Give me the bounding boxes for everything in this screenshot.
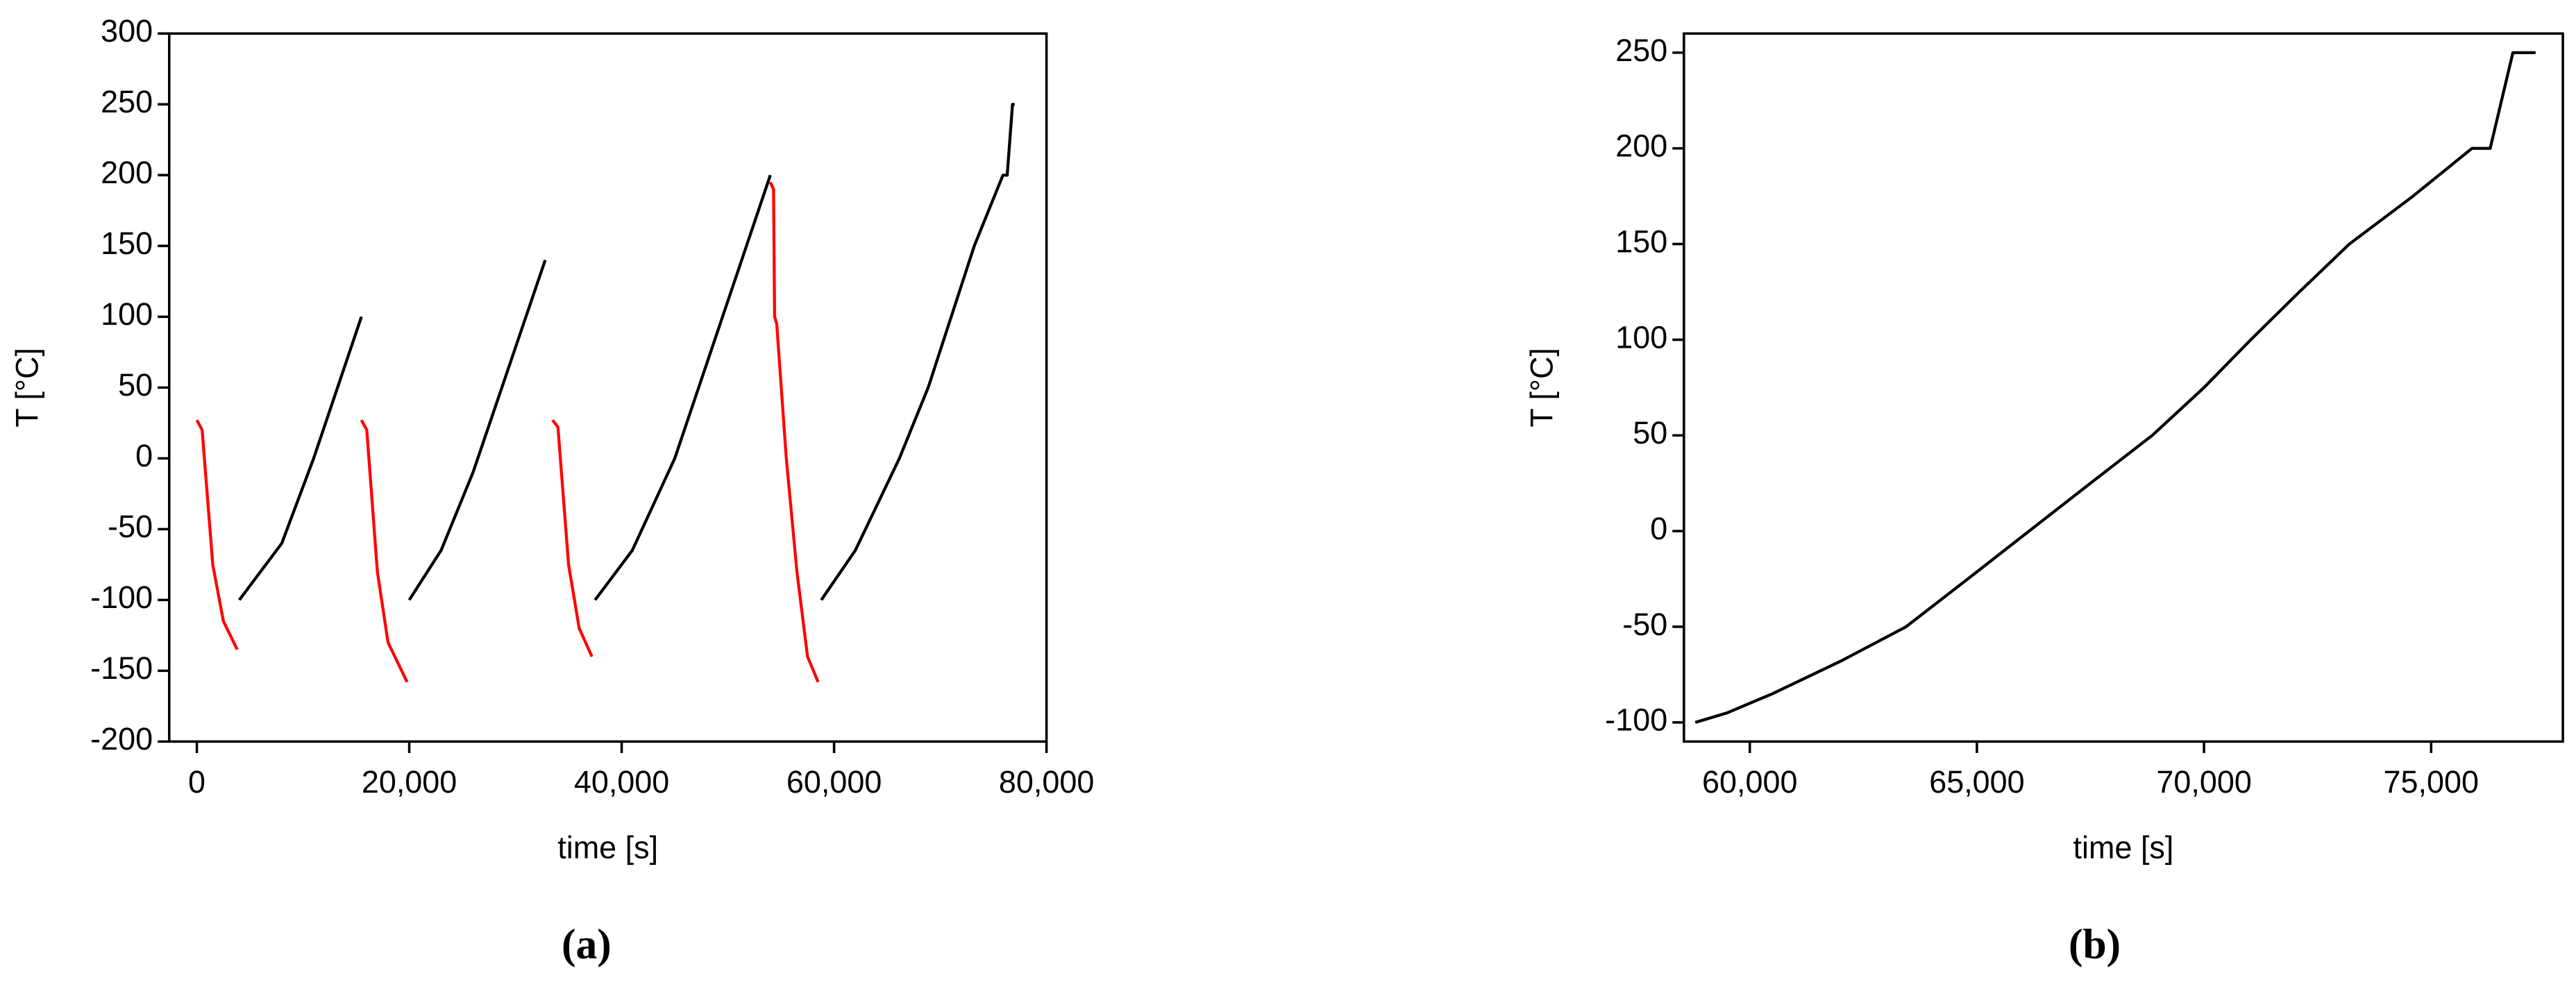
x-tick-label: 65,000 (1929, 764, 2025, 800)
x-axis-label: time [s] (2073, 829, 2174, 865)
x-tick-label: 0 (188, 764, 205, 800)
y-tick-label: -200 (90, 721, 153, 757)
x-axis-label: time [s] (557, 829, 658, 865)
x-tick-label: 80,000 (999, 764, 1095, 800)
plot-frame (1683, 32, 2564, 743)
y-tick-label: 200 (1615, 128, 1667, 164)
y-tick-label: 0 (135, 438, 153, 473)
y-tick-label: 100 (1615, 319, 1667, 355)
data-line (551, 419, 594, 657)
y-tick-label: 250 (101, 84, 153, 119)
data-line (594, 174, 772, 601)
data-line (238, 316, 363, 601)
data-line (360, 419, 409, 683)
x-tick-label: 75,000 (2384, 764, 2480, 800)
y-tick-label: 250 (1615, 33, 1667, 68)
y-tick-label: 200 (101, 155, 153, 190)
y-tick-label: 150 (101, 226, 153, 261)
x-tick-label: 60,000 (786, 764, 882, 800)
y-tick-label: 50 (1633, 415, 1667, 450)
y-tick-label: 300 (101, 13, 153, 49)
data-line (820, 103, 1015, 601)
subplot-label: (b) (2069, 921, 2121, 968)
y-tick-label: 100 (101, 296, 153, 332)
y-tick-label: -50 (108, 509, 153, 544)
subplot-label: (a) (562, 921, 612, 968)
y-tick-label: -100 (1605, 702, 1667, 738)
y-tick-label: -50 (1622, 607, 1667, 642)
y-tick-label: 50 (118, 367, 153, 403)
x-tick-label: 40,000 (574, 764, 670, 800)
data-line (407, 260, 547, 601)
y-tick-label: 150 (1615, 223, 1667, 259)
data-line (768, 181, 820, 683)
y-tick-label: -100 (90, 580, 153, 615)
y-tick-label: 0 (1650, 511, 1667, 546)
data-line (195, 419, 239, 650)
x-tick-label: 20,000 (362, 764, 457, 800)
data-line (1694, 51, 2536, 724)
x-tick-label: 70,000 (2156, 764, 2252, 800)
plot-frame (167, 32, 1048, 743)
y-tick-label: -150 (90, 650, 153, 686)
x-tick-label: 60,000 (1702, 764, 1798, 800)
y-axis-label: T [°C] (9, 348, 44, 428)
y-axis-label: T [°C] (1524, 348, 1560, 428)
